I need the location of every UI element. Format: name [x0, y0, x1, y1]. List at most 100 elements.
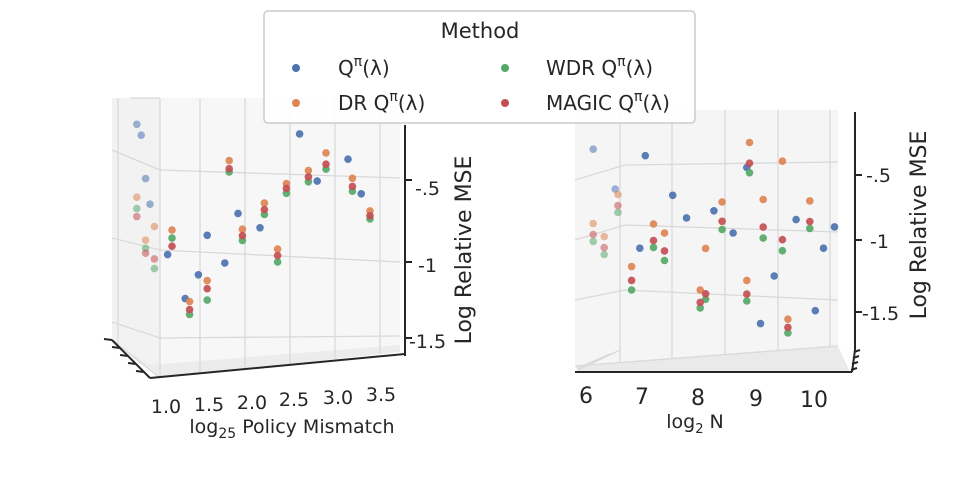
right-z-tick-label: -1 — [870, 231, 889, 253]
legend-marker — [501, 64, 509, 72]
legend: Method Qπ(λ) DR Qπ(λ) WDR Qπ(λ) MAGIC Qπ… — [263, 10, 696, 124]
scatter-point-right-series-3-13 — [745, 159, 754, 167]
left-x-ticks: 1.0 1.5 2.0 2.5 3.0 3.5 — [151, 384, 396, 418]
left-x-tick-label: 1.5 — [194, 394, 224, 416]
scatter-point-left-series-0-7 — [203, 231, 211, 240]
scatter-point-left-series-1-9 — [273, 245, 282, 253]
scatter-point-right-series-2-12 — [718, 225, 726, 234]
scatter-point-left-series-0-4 — [163, 250, 172, 259]
scatter-point-right-series-1-5 — [784, 315, 792, 324]
left-x-tick-label: 3.0 — [323, 387, 353, 409]
legend-marker — [292, 64, 300, 72]
scatter-point-left-series-1-8 — [260, 199, 269, 207]
scatter-point-right-series-0-4 — [770, 272, 778, 280]
scatter-point-left-series-3-7 — [238, 231, 247, 240]
legend-entry-magic-q-pi-lambda: MAGIC Qπ(λ) — [501, 89, 670, 115]
right-z-ticks: -.5 -1 -1.5 — [862, 165, 899, 325]
left-x-tick-label: 2.5 — [279, 389, 309, 411]
scatter-point-right-series-2-7 — [649, 243, 658, 252]
left-floor-pane — [112, 340, 400, 378]
scatter-point-left-series-3-6 — [225, 164, 233, 173]
scatter-point-left-series-3-13 — [348, 182, 357, 191]
scatter-point-left-series-0-0 — [133, 120, 141, 129]
scatter-point-right-series-2-6 — [600, 250, 608, 259]
scatter-point-right-series-0-2 — [668, 191, 677, 200]
scatter-point-right-series-0-12 — [792, 215, 800, 224]
scatter-point-right-series-0-1 — [641, 151, 650, 160]
scatter-point-right-series-0-8 — [682, 214, 691, 222]
scatter-point-left-series-0-10 — [256, 224, 264, 232]
scatter-point-left-series-1-0 — [133, 193, 141, 201]
scatter-point-left-series-1-3 — [168, 226, 176, 234]
left-back-pane — [160, 98, 400, 378]
scatter-point-left-series-0-13 — [344, 155, 352, 163]
scatter-point-left-series-3-9 — [273, 251, 282, 260]
scatter-point-right-series-3-10 — [806, 217, 814, 226]
scatter-point-left-series-2-2 — [150, 264, 159, 273]
scatter-point-right-series-1-12 — [718, 198, 726, 206]
scatter-point-left-series-3-10 — [282, 184, 291, 193]
right-x-tick-label: 7 — [635, 385, 649, 410]
legend-frame — [263, 10, 696, 124]
scatter-point-right-series-3-1 — [627, 276, 636, 285]
scatter-point-right-series-3-11 — [614, 201, 622, 210]
scatter-point-right-series-0-0 — [589, 145, 597, 153]
scatter-point-right-series-0-5 — [811, 306, 820, 315]
right-x-tick-label: 6 — [579, 384, 593, 409]
scatter-point-right-series-2-2 — [660, 256, 669, 265]
scatter-point-left-series-1-4 — [185, 297, 194, 306]
left-side-pane — [112, 98, 160, 378]
legend-label: WDR Qπ(λ) — [546, 54, 653, 80]
scatter-point-right-series-1-10 — [806, 197, 814, 205]
scatter-point-right-series-1-2 — [660, 229, 669, 237]
scatter-point-left-series-2-3 — [168, 234, 176, 242]
scatter-point-right-series-3-12 — [718, 217, 726, 226]
scatter-point-right-series-3-7 — [649, 236, 658, 245]
scatter-point-right-series-1-11 — [614, 190, 622, 199]
scatter-point-left-series-2-9 — [273, 258, 282, 266]
scatter-point-left-series-3-11 — [304, 173, 313, 181]
scatter-point-right-series-3-5 — [784, 323, 792, 332]
legend-label: MAGIC Qπ(λ) — [546, 89, 670, 115]
scatter-point-right-series-0-11 — [636, 244, 644, 252]
scatter-point-left-series-3-0 — [133, 212, 141, 221]
scatter-point-left-series-2-5 — [203, 296, 211, 304]
left-z-tick-label: -.5 — [415, 178, 440, 200]
scatter-point-left-series-3-4 — [185, 305, 194, 314]
scatter-point-right-series-1-7 — [649, 220, 658, 228]
scatter-point-left-series-3-1 — [141, 249, 150, 257]
scatter-point-right-series-2-0 — [589, 237, 597, 246]
right-back-pane — [575, 110, 838, 366]
left-x-axis-label: log25 Policy Mismatch — [189, 416, 394, 442]
scatter-point-left-series-0-12 — [313, 177, 322, 185]
legend-entry-q-pi-lambda: Qπ(λ) — [292, 54, 390, 80]
legend-title: Method — [441, 19, 520, 43]
scatter-point-left-series-0-9 — [234, 209, 242, 218]
right-axes — [575, 112, 862, 373]
scatter-point-right-series-0-9 — [729, 229, 737, 237]
legend-marker — [292, 99, 300, 107]
right-z-tick-label: -1.5 — [862, 303, 899, 325]
scatter-point-right-series-0-3 — [710, 207, 718, 215]
left-x-tick-label: 1.0 — [151, 396, 181, 418]
left-grid — [111, 97, 401, 379]
scatter-point-right-series-2-11 — [614, 208, 622, 217]
scatter-point-left-series-3-14 — [366, 212, 374, 220]
scatter-point-left-series-1-13 — [348, 174, 357, 183]
left-x-tick-label: 3.5 — [366, 384, 396, 406]
scatter-point-right-series-1-4 — [743, 276, 751, 285]
scatter-point-left-series-1-5 — [203, 276, 211, 285]
scatter-point-right-series-1-1 — [627, 262, 636, 271]
scatter-point-right-series-2-10 — [806, 224, 814, 233]
left-z-axis-label: Log Relative MSE — [452, 156, 477, 345]
chart-right-log2-n: 6 7 8 9 10 log2 N -.5 -1 -1.5 Log Relati… — [574, 110, 932, 437]
chart-left-policy-mismatch: 1.0 1.5 2.0 2.5 3.0 3.5 log25 Policy Mis… — [103, 97, 477, 442]
legend-label: Qπ(λ) — [338, 54, 390, 80]
scatter-point-left-series-1-12 — [322, 149, 330, 157]
right-z-axis-label: Log Relative MSE — [907, 131, 932, 320]
right-x-ticks: 6 7 8 9 10 — [579, 384, 828, 413]
scatter-point-left-series-1-6 — [225, 156, 233, 165]
scatter-point-right-series-2-9 — [759, 234, 767, 242]
right-x-tick-label: 10 — [800, 388, 828, 413]
scatter-point-right-series-0-6 — [819, 244, 828, 252]
